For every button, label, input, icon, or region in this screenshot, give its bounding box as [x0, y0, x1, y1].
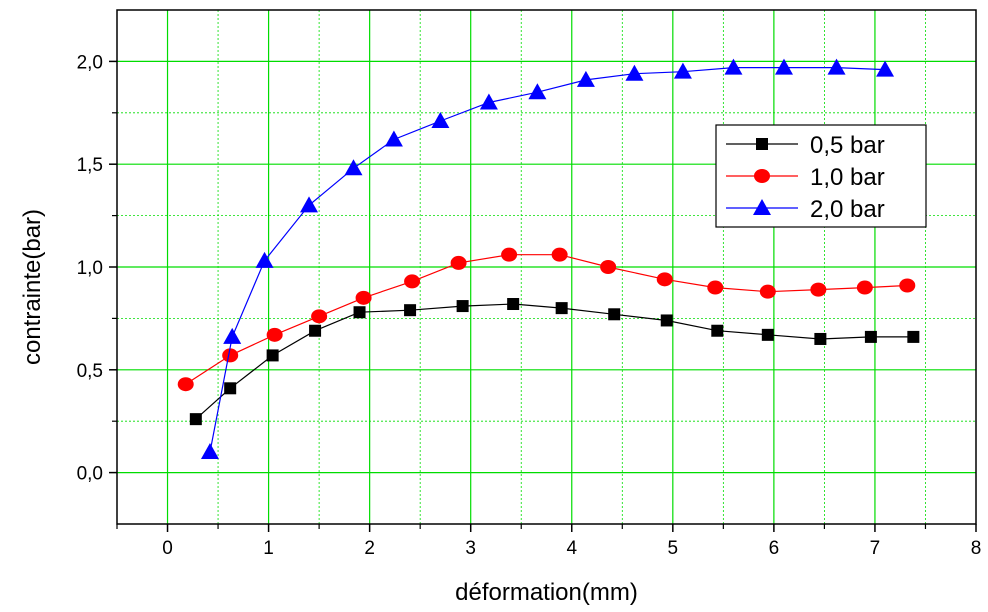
data-point-triangle: [200, 443, 219, 460]
data-point-circle: [754, 169, 770, 183]
data-point-circle: [266, 327, 283, 342]
legend-item: 2,0 bar: [726, 196, 885, 223]
x-tick-label: 3: [465, 538, 476, 559]
legend: 0,5 bar 1,0 bar 2,0 bar: [715, 124, 927, 228]
data-point-square: [404, 304, 417, 317]
data-point-triangle: [384, 130, 403, 147]
y-axis-title: contrainte(bar): [19, 209, 46, 365]
legend-label: 0,5 bar: [810, 132, 885, 159]
data-point-square: [660, 314, 673, 327]
data-point-circle: [810, 282, 827, 297]
x-tick-label: 7: [870, 538, 881, 559]
data-point-square: [555, 302, 568, 315]
series-1: [177, 247, 916, 392]
data-point-circle: [501, 247, 518, 262]
x-tick-label: 0: [162, 538, 173, 559]
data-point-triangle: [876, 60, 895, 77]
data-point-square: [756, 138, 768, 150]
axis-ticks: 0 1 2 3 4 5 6 7 8 0,0 0,5 1,0 1,5 2,0: [77, 52, 982, 559]
series-2: [200, 58, 895, 460]
data-point-circle: [856, 280, 873, 295]
x-tick-label: 6: [769, 538, 780, 559]
x-tick-label: 1: [263, 538, 274, 559]
data-series: [177, 58, 920, 460]
x-tick-label: 2: [364, 538, 375, 559]
data-point-triangle: [625, 64, 644, 81]
x-tick-label: 4: [566, 538, 577, 559]
y-tick-label: 2,0: [77, 52, 103, 73]
y-tick-label: 1,0: [77, 258, 103, 279]
series-0: [189, 298, 920, 426]
data-point-circle: [177, 377, 194, 392]
data-point-triangle: [344, 159, 363, 176]
data-point-triangle: [479, 93, 498, 110]
data-point-triangle: [300, 196, 319, 213]
y-tick-label: 1,5: [77, 155, 103, 176]
data-point-circle: [600, 260, 617, 274]
data-point-triangle: [673, 62, 692, 79]
data-point-square: [507, 298, 520, 311]
legend-label: 2,0 bar: [810, 196, 885, 223]
data-point-circle: [222, 348, 239, 363]
data-point-square: [864, 330, 877, 343]
y-tick-label: 0,5: [77, 361, 103, 382]
data-point-square: [814, 332, 827, 345]
data-point-square: [266, 349, 279, 362]
legend-item: 0,5 bar: [726, 132, 885, 159]
legend-label: 1,0 bar: [810, 164, 885, 191]
data-point-triangle: [774, 58, 793, 75]
series-line: [195, 303, 914, 420]
x-tick-label: 5: [668, 538, 679, 559]
data-point-triangle: [431, 112, 450, 129]
x-axis-title: déformation(mm): [455, 579, 638, 606]
data-point-triangle: [753, 199, 771, 215]
data-point-triangle: [223, 327, 242, 344]
data-point-triangle: [827, 58, 846, 75]
data-point-square: [456, 300, 469, 313]
data-point-circle: [899, 278, 916, 293]
data-point-circle: [355, 290, 372, 305]
data-point-circle: [450, 255, 467, 270]
data-point-triangle: [528, 83, 547, 100]
data-point-square: [189, 413, 202, 426]
data-point-circle: [759, 284, 776, 299]
data-point-square: [608, 308, 621, 321]
data-point-triangle: [255, 251, 274, 268]
series-line: [185, 254, 908, 385]
legend-item: 1,0 bar: [726, 164, 885, 191]
data-point-square: [907, 330, 920, 343]
data-point-triangle: [724, 58, 743, 75]
data-point-circle: [656, 272, 673, 287]
data-point-square: [309, 324, 322, 337]
series-line: [209, 67, 886, 453]
data-point-circle: [551, 247, 568, 262]
data-point-square: [761, 328, 774, 341]
data-point-square: [711, 324, 724, 337]
x-tick-label: 8: [971, 538, 982, 559]
y-tick-label: 0,0: [77, 464, 103, 485]
data-point-circle: [404, 274, 421, 289]
data-point-square: [353, 306, 366, 319]
data-point-square: [224, 382, 237, 395]
data-point-circle: [311, 309, 328, 324]
grid-lines: [117, 10, 976, 524]
data-point-circle: [707, 280, 724, 295]
data-point-triangle: [576, 70, 595, 87]
